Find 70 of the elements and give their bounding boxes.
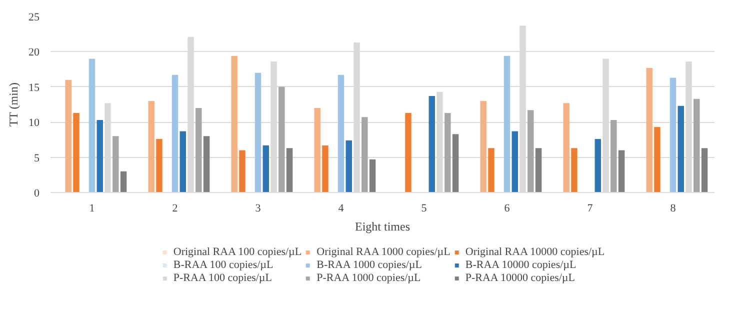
x-tick-label: 6 [504,202,510,214]
bar [203,136,210,192]
bar [594,138,601,192]
bar [96,120,103,192]
x-tick-label: 2 [172,202,178,214]
legend-label: Original RAA 10000 copies/µL [465,246,605,258]
x-tick-label: 5 [421,202,428,214]
legend-label: B-RAA 1000 copies/µL [316,259,422,271]
bar [278,86,285,192]
legend-label: P-RAA 1000 copies/µL [316,272,421,284]
bar [180,131,186,192]
legend-label: P-RAA 10000 copies/µL [465,272,575,284]
bar [646,68,652,192]
legend-label: P-RAA 100 copies/µL [173,272,272,284]
bar [678,106,684,192]
bar [286,148,293,192]
y-tick-label: 25 [28,12,40,24]
bar [88,58,96,192]
x-tick-label: 3 [255,202,262,214]
y-axis-title: TT (min) [6,82,20,127]
bar [488,148,494,192]
x-axis-title: Eight times [355,220,410,234]
bar [254,72,262,192]
bar [618,150,625,192]
bar [563,103,570,192]
bar [65,80,72,192]
bar [196,108,202,192]
bar [112,136,119,192]
bar [504,56,510,192]
legend-label: B-RAA 10000 copies/µL [465,259,576,271]
bar [231,56,238,192]
bar [610,120,617,192]
bar [670,78,676,192]
y-tick-label: 5 [34,152,40,164]
bar [120,171,127,192]
bar [73,112,80,192]
bar [480,100,486,192]
bar [654,127,660,192]
y-tick-label: 10 [28,117,40,130]
bar [322,145,328,192]
bar [452,134,459,192]
bar [148,100,154,192]
legend-label: Original RAA 100 copies/µL [173,246,302,258]
bar [512,131,518,192]
bar [369,159,376,192]
bar [535,148,542,192]
bar [701,148,708,192]
x-tick-label: 1 [89,202,95,214]
x-tick-label: 4 [338,202,344,214]
x-tick-label: 8 [670,202,676,214]
bar [405,112,412,192]
x-tick-label: 7 [587,202,594,214]
bar [262,145,269,192]
bar [694,98,700,192]
bar [528,110,534,192]
bar [156,138,162,192]
bar [239,150,246,192]
legend-label: Original RAA 1000 copies/µL [316,246,450,258]
legend-label: B-RAA 100 copies/µL [173,259,274,271]
bar [444,112,451,192]
y-tick-label: 20 [28,46,40,59]
bar [314,108,320,192]
bar [338,74,344,192]
bar [362,117,368,192]
bar [428,96,435,192]
y-tick-label: 0 [34,188,40,200]
bar [571,148,578,192]
y-tick-label: 15 [28,82,40,94]
bar [172,74,178,192]
bar [346,140,352,192]
